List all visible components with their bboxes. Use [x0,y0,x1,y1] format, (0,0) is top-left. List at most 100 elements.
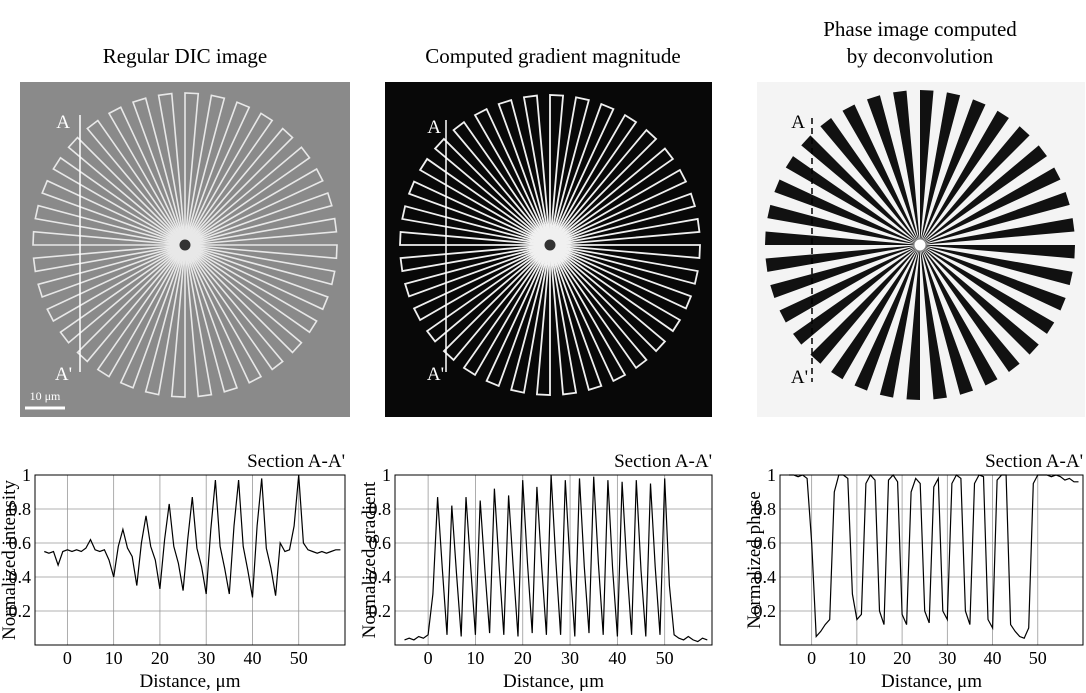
star-spoke [184,92,200,246]
star-spoke [418,157,551,246]
star-spoke [184,112,274,246]
y-tick-label: 0.8 [9,499,32,519]
star-spoke [920,245,1020,372]
x-tick-label: 10 [466,648,484,668]
section-end-label: A' [55,364,72,385]
star-spoke [535,244,551,396]
data-line [44,474,341,598]
star-spoke [119,244,186,389]
data-line [404,474,708,643]
star-spoke [767,204,920,245]
y-axis-label: Normalized phase [744,491,765,629]
star-spoke [820,118,920,245]
star-spoke [399,230,551,246]
star-spoke [549,168,688,246]
star-spoke [549,217,701,246]
y-tick-label: 0.6 [9,533,32,553]
y-tick-label: 0.2 [754,601,777,621]
star-spoke [770,245,920,299]
y-tick-label: 1 [382,465,391,485]
x-tick-label: 50 [656,648,674,668]
y-tick-label: 0.4 [9,567,32,587]
star-spoke [549,244,627,383]
star-spoke [549,102,615,246]
star-spoke [76,244,186,363]
star-spoke [920,92,961,245]
x-tick-label: 0 [63,648,72,668]
star-spoke [920,218,1075,245]
x-tick-label: 50 [1029,648,1047,668]
star-spoke [157,92,186,246]
star-spoke [549,244,648,370]
star-spoke [184,244,239,393]
x-tick-label: 0 [807,648,816,668]
x-tick-label: 20 [893,648,911,668]
star-spoke [774,179,920,245]
chart-annotation: Section A-A' [985,451,1083,472]
y-tick-label: 0.2 [9,601,32,621]
star-spoke [462,244,551,377]
star-spoke [866,95,920,245]
star-spoke [184,244,329,311]
star-patterns [32,90,1075,400]
x-tick-label: 20 [514,648,532,668]
star-spoke [893,90,920,246]
star-spoke [403,244,551,298]
scale-label: 10 μm [30,389,61,403]
star-spoke [184,127,294,246]
star-spoke [793,245,920,345]
section-end-label: A' [427,364,444,385]
star-spoke [184,244,263,384]
star-spoke [131,97,186,246]
star-spoke [549,94,565,246]
x-tick-label: 30 [197,648,215,668]
star-spoke [810,245,920,364]
star-spoke [920,245,1066,311]
star-spoke [906,245,920,400]
y-tick-label: 0.2 [369,601,392,621]
star-spoke [184,244,336,286]
star-spoke [920,245,947,400]
star-spoke [32,244,186,273]
x-tick-label: 30 [561,648,579,668]
star-spoke [52,156,186,246]
star-spoke [549,244,667,353]
y-axis-label: Normalized gradient [359,481,380,638]
star-spoke [920,99,986,245]
star-spoke [549,147,675,246]
x-tick-label: 0 [424,648,433,668]
star-spoke [34,204,186,246]
panel-title: Computed gradient magnitude [425,44,680,68]
x-tick-label: 40 [608,648,626,668]
star-spoke [920,191,1070,245]
star-spoke [485,244,551,388]
star-spoke [184,94,226,246]
star-spoke [452,120,551,246]
star-spoke [920,245,974,395]
chart-annotation: Section A-A' [614,451,712,472]
star-spoke [549,113,638,246]
star-spoke [854,245,920,391]
star-spoke [920,245,1075,259]
plot-frame [779,474,1084,646]
star-spoke [442,244,551,362]
data-line [789,473,1079,639]
star-spoke [549,244,701,260]
star-spoke [920,245,1073,286]
y-tick-label: 0.6 [754,533,777,553]
section-end-label: A' [791,367,808,388]
star-spoke [522,94,551,246]
y-tick-label: 0.4 [754,567,777,587]
x-axis-label: Distance, μm [503,671,604,692]
x-tick-label: 30 [938,648,956,668]
star-spoke [473,107,551,246]
star-spoke [879,245,920,398]
star-spoke [184,244,213,398]
x-tick-label: 40 [984,648,1002,668]
star-spoke [32,230,186,246]
y-tick-label: 0.8 [754,499,777,519]
star-spoke [920,126,1030,245]
star-spoke [549,244,578,396]
star-spoke [549,128,658,246]
y-axis-label: Normalized intensity [0,480,20,640]
